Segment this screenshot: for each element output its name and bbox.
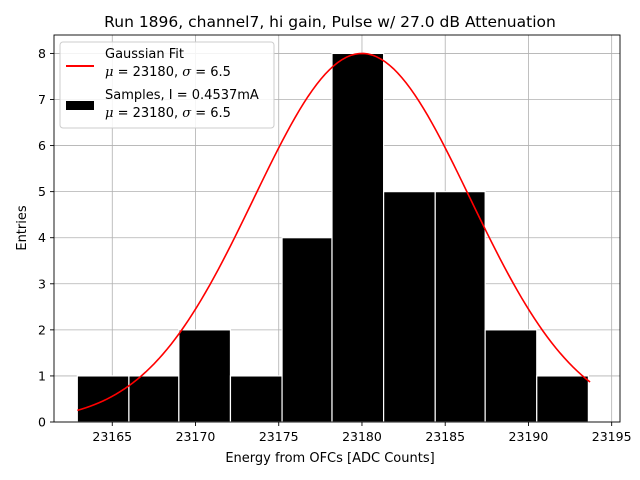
legend-fit-stats: μ = 23180, σ = 6.5 (105, 65, 231, 80)
y-tick-label: 5 (38, 184, 46, 199)
x-axis-label: Energy from OFCs [ADC Counts] (225, 451, 434, 466)
histogram-bar (178, 329, 232, 423)
legend-samples-label: Samples, I = 0.4537mA (105, 88, 259, 103)
chart-title: Run 1896, channel7, hi gain, Pulse w/ 27… (104, 13, 556, 31)
histogram-bar (536, 375, 589, 423)
gaussian-fit-line (77, 52, 591, 412)
legend-samples-stats: μ = 23180, σ = 6.5 (105, 106, 231, 121)
y-tick-label: 0 (38, 415, 46, 430)
histogram-bar (484, 329, 538, 423)
x-tick-label: 23190 (509, 429, 549, 444)
x-tick-label: 23175 (259, 429, 299, 444)
x-tick-label: 23185 (425, 429, 465, 444)
y-tick-label: 4 (38, 230, 46, 245)
x-tick-label: 23165 (92, 429, 132, 444)
x-tick-label: 23170 (176, 429, 216, 444)
y-tick-label: 6 (38, 138, 46, 153)
y-tick-label: 7 (38, 92, 46, 107)
y-axis-ticks: 0 1 2 3 4 5 6 7 8 (38, 46, 54, 430)
histogram-bar (76, 375, 130, 423)
histogram-bar (434, 191, 486, 423)
histogram-bars (76, 52, 589, 423)
x-tick-label: 23195 (592, 429, 632, 444)
y-axis-label: Entries (15, 205, 30, 251)
plot-frame (53, 34, 621, 423)
legend-samples-swatch (66, 101, 94, 110)
histogram-bar (331, 52, 385, 423)
y-tick-label: 1 (38, 368, 46, 383)
histogram-bar (229, 375, 283, 423)
histogram-bar (281, 237, 333, 423)
legend: Gaussian Fit μ = 23180, σ = 6.5 Samples,… (59, 41, 275, 129)
legend-box (59, 41, 275, 129)
legend-fit-label: Gaussian Fit (105, 47, 184, 62)
histogram-bar (383, 191, 436, 423)
x-axis-ticks: 23165 23170 23175 23180 23185 23190 23195 (92, 422, 632, 444)
histogram-bar (128, 375, 180, 423)
y-tick-label: 3 (38, 276, 46, 291)
x-tick-label: 23180 (342, 429, 382, 444)
y-tick-label: 8 (38, 46, 46, 61)
y-tick-label: 2 (38, 322, 46, 337)
